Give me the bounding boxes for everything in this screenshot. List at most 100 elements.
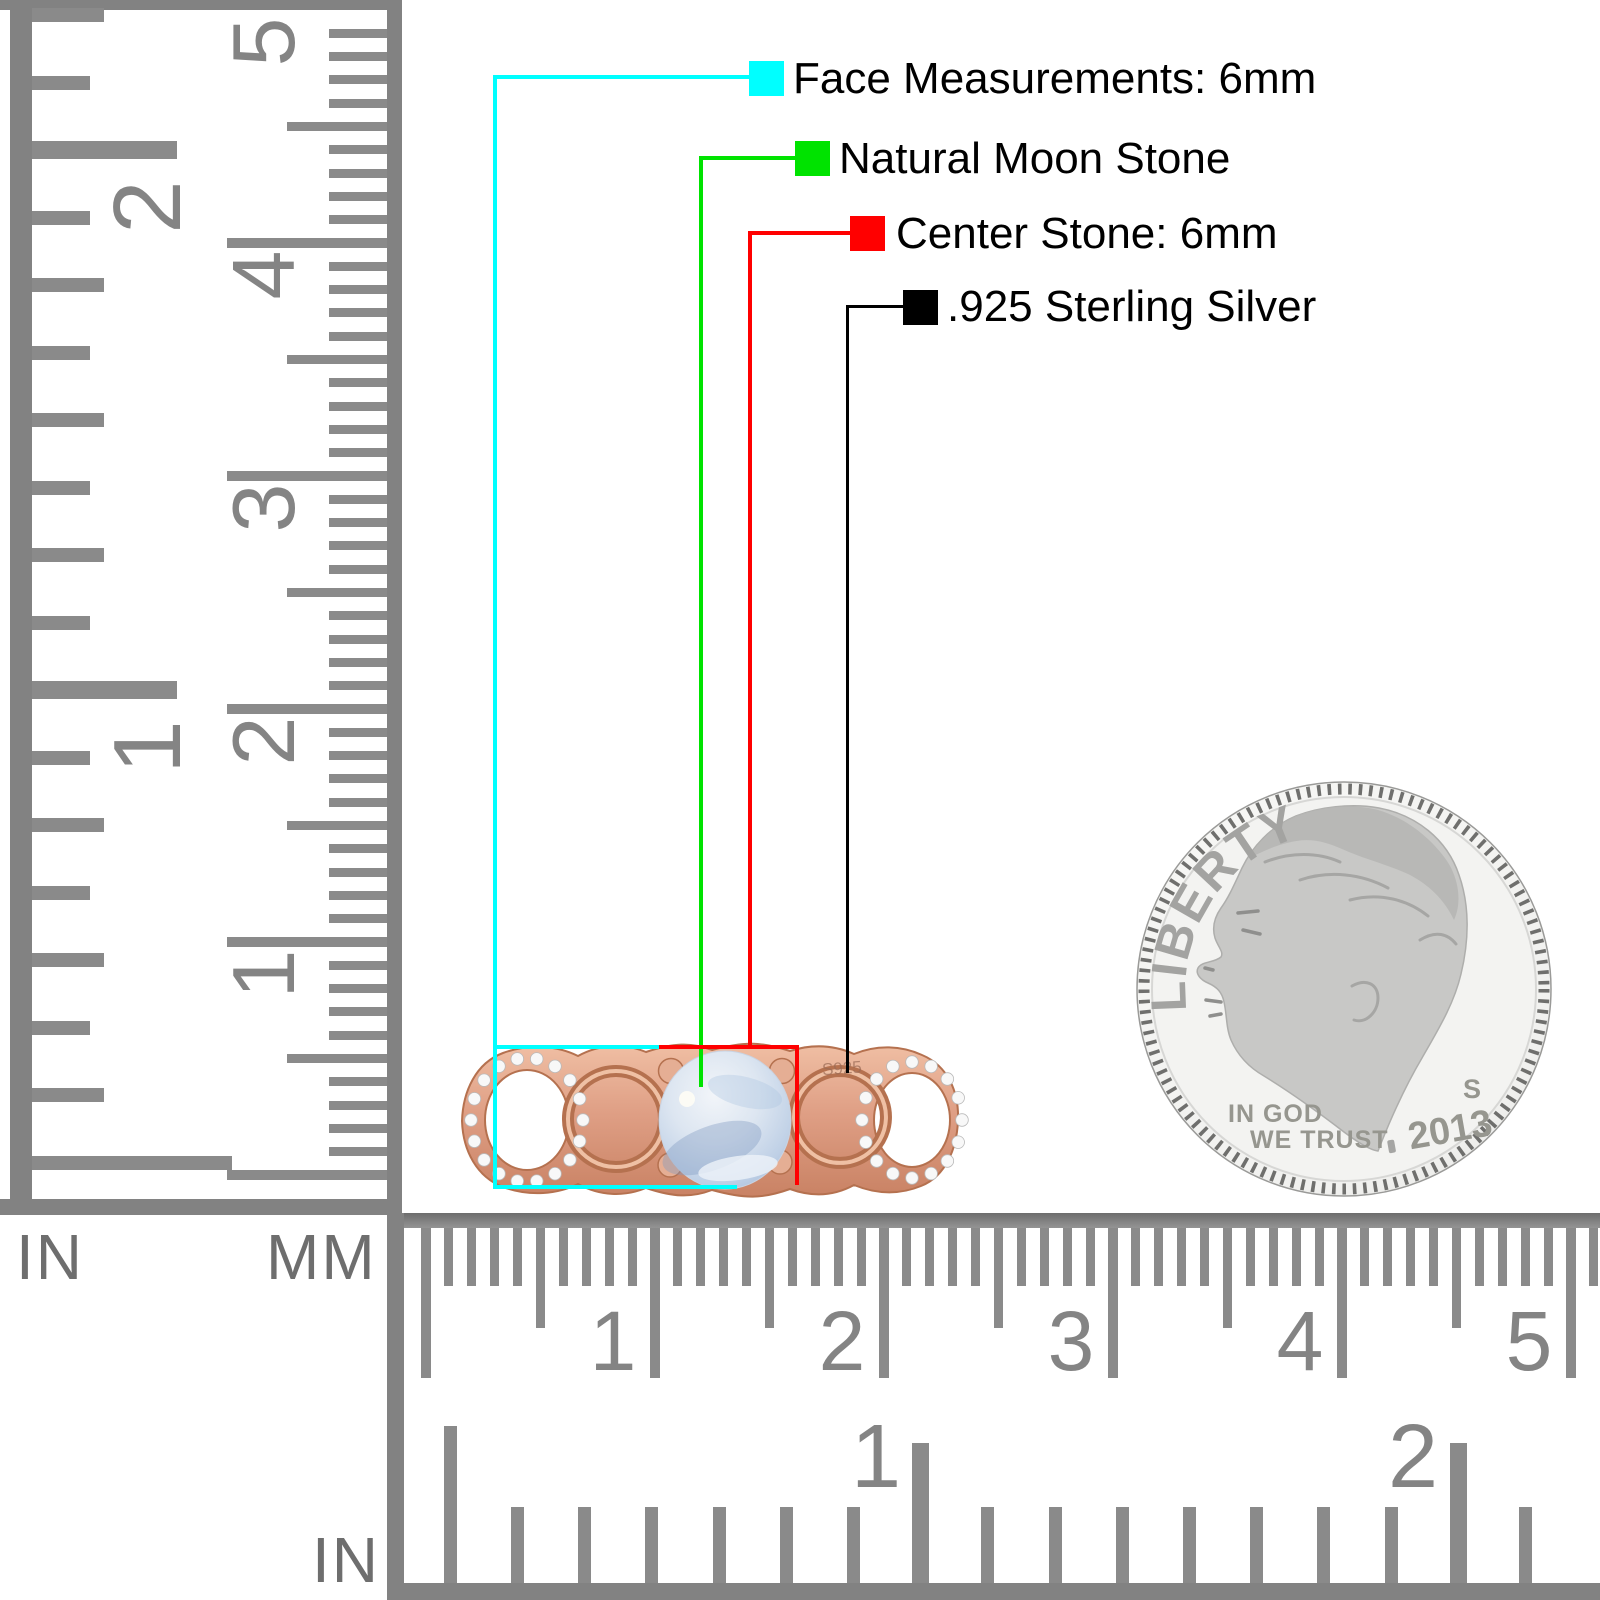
vertical-mm-tick xyxy=(227,937,387,947)
vertical-mm-tick xyxy=(329,261,387,271)
bottom-mm-tick xyxy=(1223,1228,1232,1328)
vertical-inch-tick xyxy=(32,210,90,225)
bottom-mm-tick xyxy=(1154,1228,1164,1286)
pave-diamond xyxy=(951,1135,965,1149)
center-bracket-right xyxy=(795,1045,799,1185)
bottom-inch-tick xyxy=(912,1443,930,1583)
bottom-mm-tick xyxy=(627,1228,637,1286)
bottom-inch-tick xyxy=(1384,1507,1398,1583)
bottom-mm-tick xyxy=(650,1228,660,1378)
bottom-ruler-left-edge xyxy=(387,1213,404,1600)
bottom-inch-tick xyxy=(712,1507,726,1583)
bottom-mm-tick xyxy=(421,1228,431,1378)
vertical-mm-tick xyxy=(329,774,387,784)
bottom-mm-tick xyxy=(558,1228,568,1286)
ruler-number: 5 xyxy=(214,17,313,67)
vertical-ruler-bottom-edge xyxy=(0,1199,402,1215)
bottom-inch-tick xyxy=(1317,1507,1331,1583)
vertical-mm-tick xyxy=(329,215,387,225)
vertical-mm-tick xyxy=(329,1007,387,1017)
bottom-mm-tick xyxy=(1474,1228,1484,1286)
ruler-number: 4 xyxy=(1276,1294,1324,1388)
bottom-ruler-top-edge xyxy=(387,1213,1600,1228)
bottom-mm-tick xyxy=(1291,1228,1301,1286)
pave-diamond xyxy=(905,1171,919,1185)
pave-diamonds xyxy=(464,1052,969,1188)
ruler-number: 1 xyxy=(214,949,313,999)
ruler-number: 2 xyxy=(94,180,201,234)
vertical-mm-tick xyxy=(329,1077,387,1087)
bottom-mm-tick xyxy=(1062,1228,1072,1286)
vertical-mm-tick xyxy=(329,518,387,528)
bottom-mm-tick xyxy=(1268,1228,1278,1286)
vertical-mm-tick xyxy=(329,308,387,318)
center-bracket-top xyxy=(659,1045,799,1049)
bottom-inch-tick xyxy=(645,1507,659,1583)
vertical-mm-tick xyxy=(329,448,387,458)
vertical-mm-tick xyxy=(287,588,387,597)
moonstone xyxy=(658,1050,792,1190)
center-legend-square xyxy=(850,216,885,251)
bottom-mm-tick xyxy=(719,1228,729,1286)
bottom-mm-tick xyxy=(1429,1228,1439,1286)
pave-diamond xyxy=(576,1113,590,1127)
vertical-mm-tick xyxy=(329,401,387,411)
bottom-mm-tick xyxy=(1108,1228,1118,1378)
vertical-inch-tick xyxy=(32,953,104,967)
bottom-inch-tick xyxy=(779,1507,793,1583)
center-leader-horizontal xyxy=(750,231,850,235)
ruler-number: 1 xyxy=(94,720,201,774)
metal-leader-vertical xyxy=(846,305,849,1073)
bottom-mm-tick xyxy=(1039,1228,1049,1286)
pave-diamond xyxy=(510,1052,524,1066)
vertical-mm-tick xyxy=(329,541,387,551)
bottom-mm-tick xyxy=(1360,1228,1370,1286)
vertical-ruler-top-edge xyxy=(0,0,402,10)
moon-annotation-label: Natural Moon Stone xyxy=(839,134,1231,183)
pave-diamond xyxy=(548,1059,562,1074)
pave-diamond xyxy=(464,1113,478,1127)
bottom-mm-tick xyxy=(1566,1228,1576,1378)
vertical-mm-tick xyxy=(329,424,387,434)
bottom-inch-tick xyxy=(1449,1443,1467,1583)
vertical-mm-tick xyxy=(287,355,387,364)
bottom-mm-tick xyxy=(879,1228,889,1378)
vertical-inch-tick xyxy=(32,413,104,427)
bottom-inch-tick xyxy=(1182,1507,1196,1583)
vertical-mm-tick xyxy=(227,704,387,714)
moon-leader-vertical xyxy=(699,156,703,1087)
vertical-mm-tick xyxy=(287,1054,387,1063)
vertical-mm-tick xyxy=(329,1100,387,1110)
face-leader-horizontal xyxy=(495,75,749,79)
vertical-mm-tick xyxy=(329,634,387,644)
bottom-mm-tick xyxy=(673,1228,683,1286)
bottom-mm-tick xyxy=(581,1228,591,1286)
face-bracket-top xyxy=(495,1045,659,1049)
bottom-mm-tick xyxy=(1406,1228,1416,1286)
vertical-mm-tick xyxy=(329,681,387,691)
vertical-mm-tick xyxy=(329,867,387,877)
metal-annotation-label: .925 Sterling Silver xyxy=(947,282,1317,331)
vertical-mm-tick xyxy=(287,122,387,131)
face-bracket-bottom xyxy=(495,1185,737,1189)
vertical-mm-tick xyxy=(329,191,387,201)
inch-ruler-base-bar xyxy=(10,6,32,1203)
vertical-mm-tick xyxy=(329,727,387,737)
vertical-mm-tick xyxy=(329,494,387,504)
ruler-number: 2 xyxy=(214,716,313,766)
bottom-mm-tick xyxy=(1200,1228,1210,1286)
pave-diamond xyxy=(530,1052,544,1066)
ruler-number: 1 xyxy=(850,1407,902,1507)
pave-diamond xyxy=(855,1113,869,1127)
coin-motto-line2: WE TRUST xyxy=(1250,1126,1389,1154)
bottom-mm-tick xyxy=(948,1228,958,1286)
roosevelt-profile xyxy=(1196,805,1468,1152)
bottom-inch-tick xyxy=(846,1507,860,1583)
bottom-mm-tick xyxy=(536,1228,545,1328)
bottom-inch-tick xyxy=(510,1507,524,1583)
bottom-mm-tick xyxy=(467,1228,477,1286)
vertical-inch-tick xyxy=(32,615,90,630)
center-annotation-label: Center Stone: 6mm xyxy=(896,209,1278,258)
pave-diamond xyxy=(886,1166,900,1181)
pave-diamond xyxy=(940,1072,955,1086)
